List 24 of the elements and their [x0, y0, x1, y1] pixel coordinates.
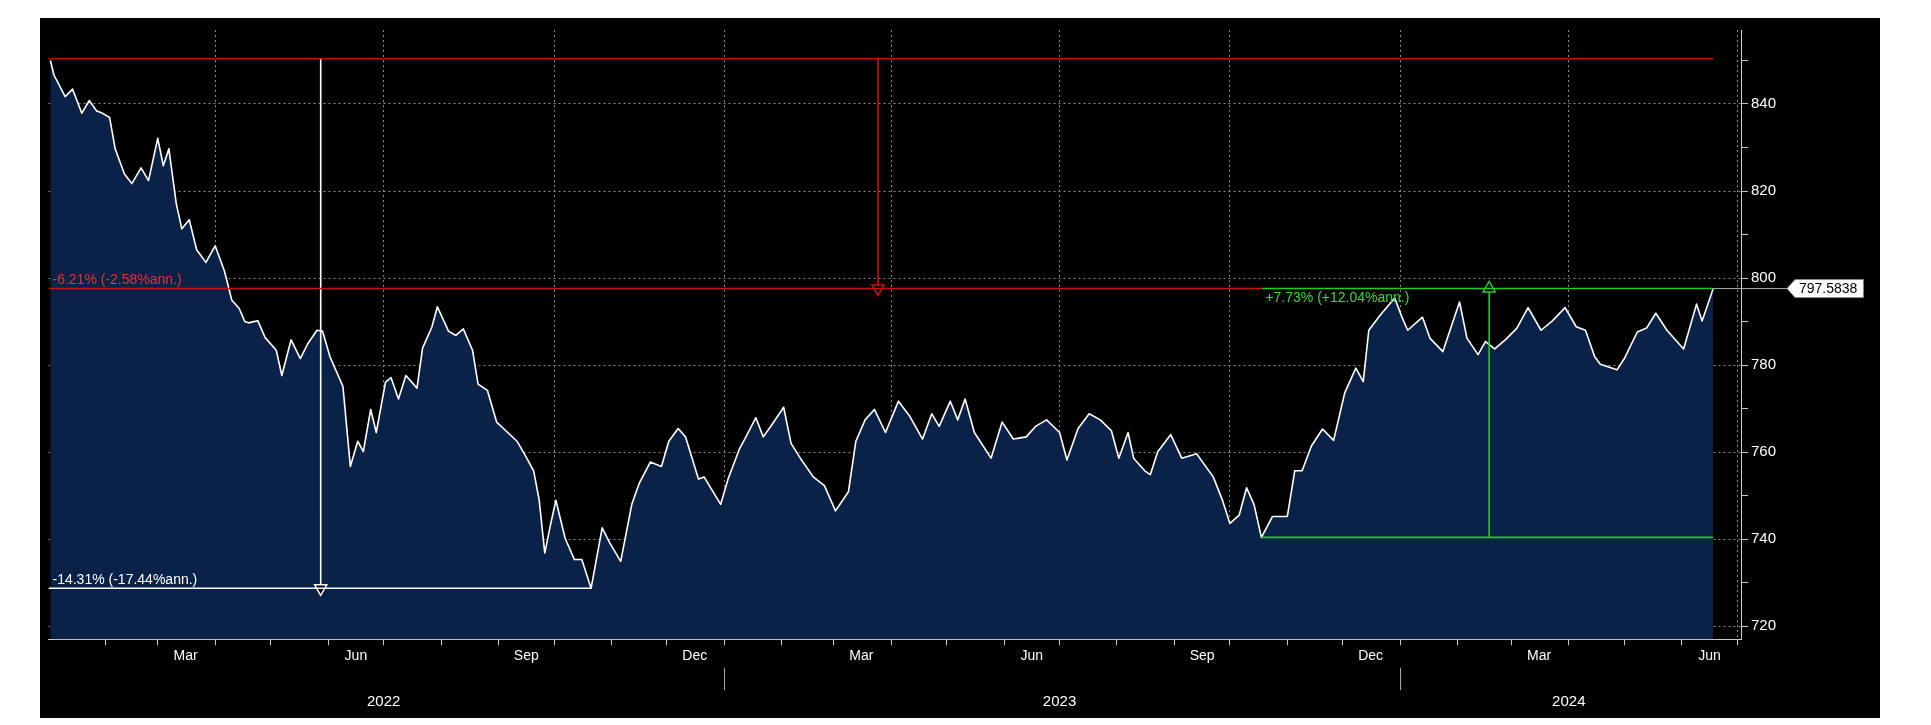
y-tick-label: 780: [1751, 355, 1777, 373]
x-tick-label: Mar: [173, 647, 198, 664]
x-tick-label: Jun: [1020, 647, 1044, 664]
x2-tick-label: 2023: [1042, 692, 1077, 710]
x-tick-label: Mar: [849, 647, 874, 664]
x-tick-label: Dec: [1358, 647, 1384, 664]
x-tick-label: Sep: [1189, 647, 1215, 664]
y-tick-label: 820: [1751, 181, 1777, 199]
y-tick-label: 800: [1751, 268, 1777, 286]
y-tick-label: 740: [1751, 529, 1777, 547]
annotation: -14.31% (-17.44%ann.): [52, 571, 198, 588]
x-tick-label: Dec: [682, 647, 708, 664]
y-tick-label: 760: [1751, 442, 1777, 460]
x-tick-label: Jun: [1698, 647, 1721, 664]
annotation: +7.73% (+12.04%ann.): [1265, 289, 1410, 306]
x-tick-label: Jun: [344, 647, 368, 664]
y-tick-label: 720: [1751, 616, 1777, 634]
x-tick-label: Sep: [513, 647, 539, 664]
x-tick-label: Mar: [1527, 647, 1552, 664]
x2-tick-label: 2022: [366, 692, 401, 710]
x2-tick-label: 2024: [1552, 692, 1586, 710]
y-tick-label: 840: [1751, 94, 1777, 112]
annotation: -6.21% (-2.58%ann.): [52, 271, 182, 288]
annotation: 797.5838: [1799, 280, 1858, 297]
